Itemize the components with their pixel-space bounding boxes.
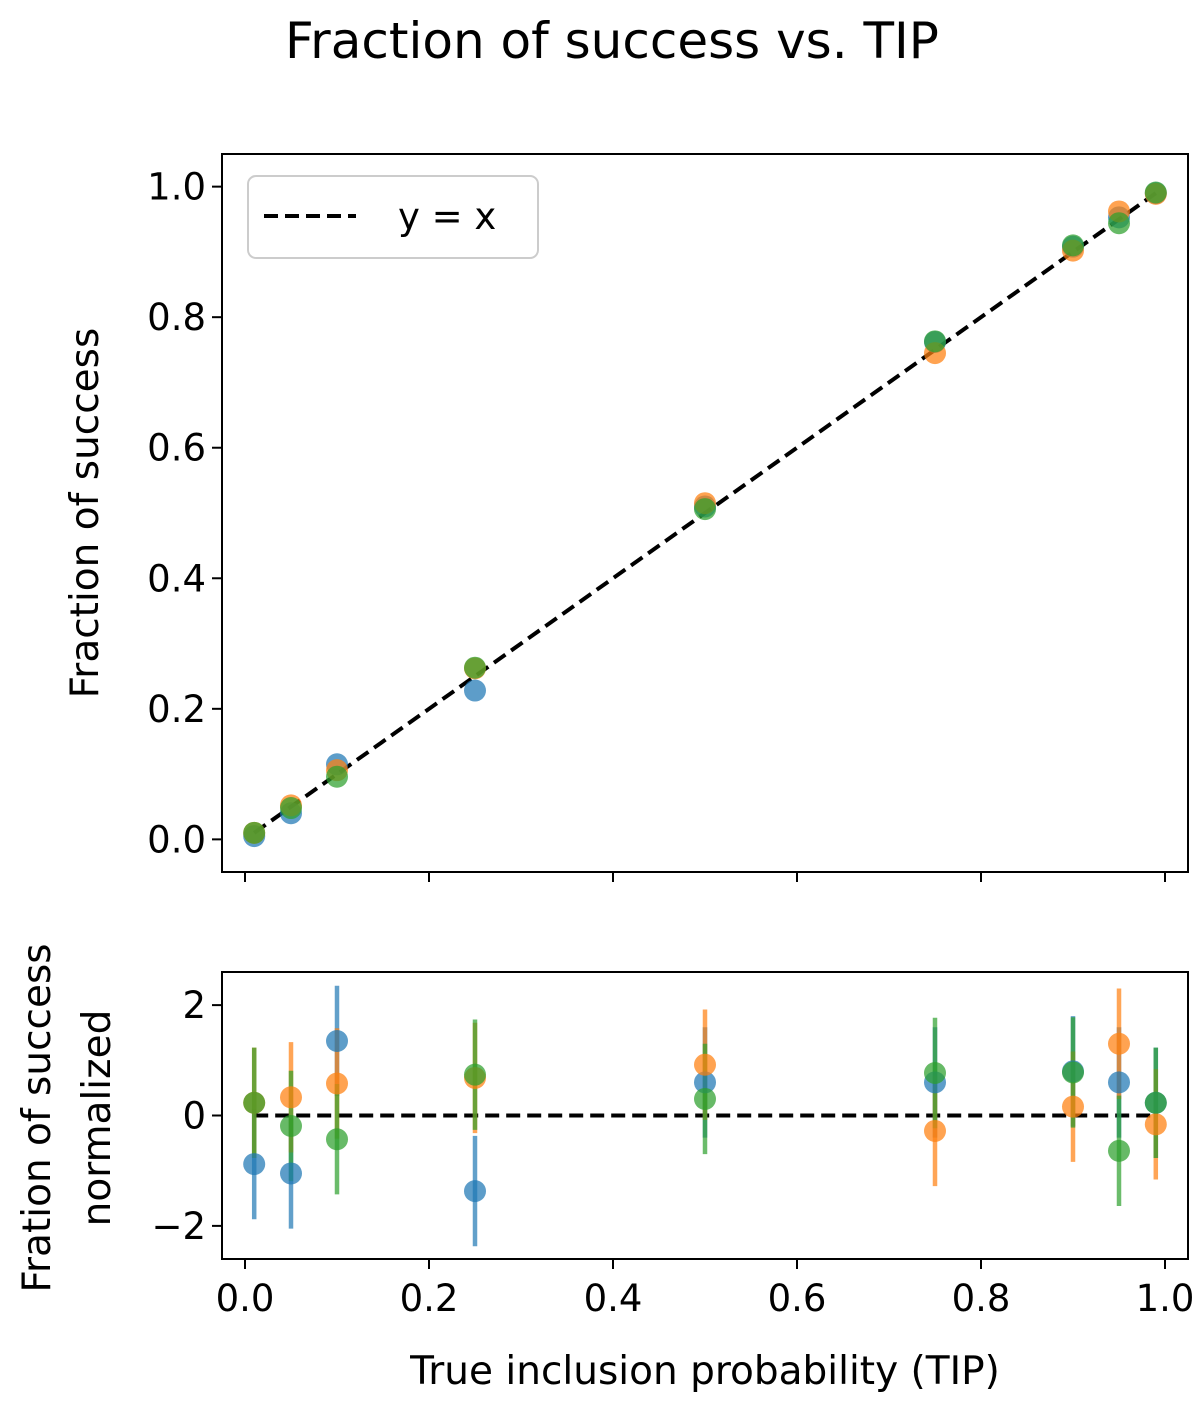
- bottom-point-blue: [464, 1180, 486, 1203]
- bottom-point-green: [1108, 1139, 1130, 1162]
- top-y-tick-label: 1.0: [147, 166, 206, 209]
- top-point-green: [1144, 181, 1167, 204]
- bottom-point-blue: [1108, 1071, 1130, 1094]
- bottom-x-tick-label: 0.6: [768, 1277, 827, 1320]
- bottom-point-orange: [694, 1053, 716, 1076]
- top-point-green: [464, 656, 486, 679]
- bottom-data-points: [243, 1029, 1167, 1203]
- bottom-point-green: [694, 1087, 716, 1110]
- top-point-green: [924, 330, 946, 353]
- bottom-point-green: [280, 1114, 302, 1137]
- bottom-y-tick-label: 0: [182, 1095, 206, 1138]
- top-point-green: [326, 765, 348, 788]
- top-point-green: [243, 821, 266, 844]
- bottom-point-orange: [1144, 1113, 1167, 1136]
- bottom-y-axis-label-line-2: normalized: [75, 1010, 120, 1227]
- bottom-point-green: [1062, 1061, 1084, 1084]
- bottom-point-orange: [924, 1119, 946, 1142]
- x-axis-label: True inclusion probability (TIP): [409, 1349, 1000, 1394]
- bottom-y-tick-label: 2: [182, 984, 206, 1027]
- bottom-point-orange: [1108, 1032, 1130, 1055]
- bottom-point-orange: [280, 1086, 302, 1109]
- top-panel: Fraction of success 0.0 0.2 0.4 0.6 0.8 1.0 y…: [63, 153, 1189, 882]
- top-point-green: [694, 498, 716, 521]
- bottom-point-blue: [694, 1071, 716, 1094]
- top-point-green: [1062, 234, 1084, 257]
- bottom-point-green: [464, 1063, 486, 1086]
- bottom-point-blue: [280, 1162, 302, 1185]
- top-y-axis-label: Fraction of success: [63, 328, 108, 699]
- top-y-tick-label: 0.4: [147, 557, 206, 600]
- top-y-tick-label: 0.6: [147, 427, 206, 470]
- top-data-points: [243, 181, 1167, 848]
- bottom-x-tick-label: 0.8: [952, 1277, 1011, 1320]
- bottom-point-green: [1144, 1091, 1167, 1114]
- bottom-x-tick-label: 0.4: [584, 1277, 643, 1320]
- bottom-axis-ticks: −2 0 2 0.0 0.2 0.4 0.6 0.8 1.0: [151, 984, 1194, 1320]
- bottom-x-tick-label: 0.0: [216, 1277, 275, 1320]
- chart-title: Fraction of success vs. TIP: [285, 12, 939, 70]
- bottom-point-orange: [326, 1072, 348, 1095]
- bottom-x-tick-label: 1.0: [1136, 1277, 1195, 1320]
- bottom-point-green: [924, 1062, 946, 1085]
- top-point-green: [1108, 212, 1130, 235]
- bottom-y-axis-label-line-1: Fration of success: [15, 943, 60, 1292]
- bottom-point-orange: [1062, 1095, 1084, 1118]
- bottom-x-tick-label: 0.2: [400, 1277, 459, 1320]
- bottom-panel: Fration of success normalized True inclu…: [15, 943, 1194, 1394]
- top-y-tick-label: 0.8: [147, 296, 206, 339]
- top-y-tick-label: 0.2: [147, 688, 206, 731]
- top-axis-ticks: 0.0 0.2 0.4 0.6 0.8 1.0: [147, 166, 1166, 882]
- legend-box: [247, 175, 539, 259]
- bottom-y-tick-label: −2: [151, 1205, 206, 1248]
- legend-label-y-equals-x: y = x: [398, 195, 496, 238]
- bottom-point-green: [326, 1128, 348, 1151]
- top-point-blue: [464, 679, 486, 702]
- bottom-point-green: [243, 1091, 266, 1114]
- top-point-green: [280, 797, 302, 820]
- bottom-point-blue: [243, 1153, 266, 1176]
- top-y-tick-label: 0.0: [147, 818, 206, 861]
- bottom-point-blue: [326, 1029, 348, 1052]
- legend: y = x: [247, 175, 539, 259]
